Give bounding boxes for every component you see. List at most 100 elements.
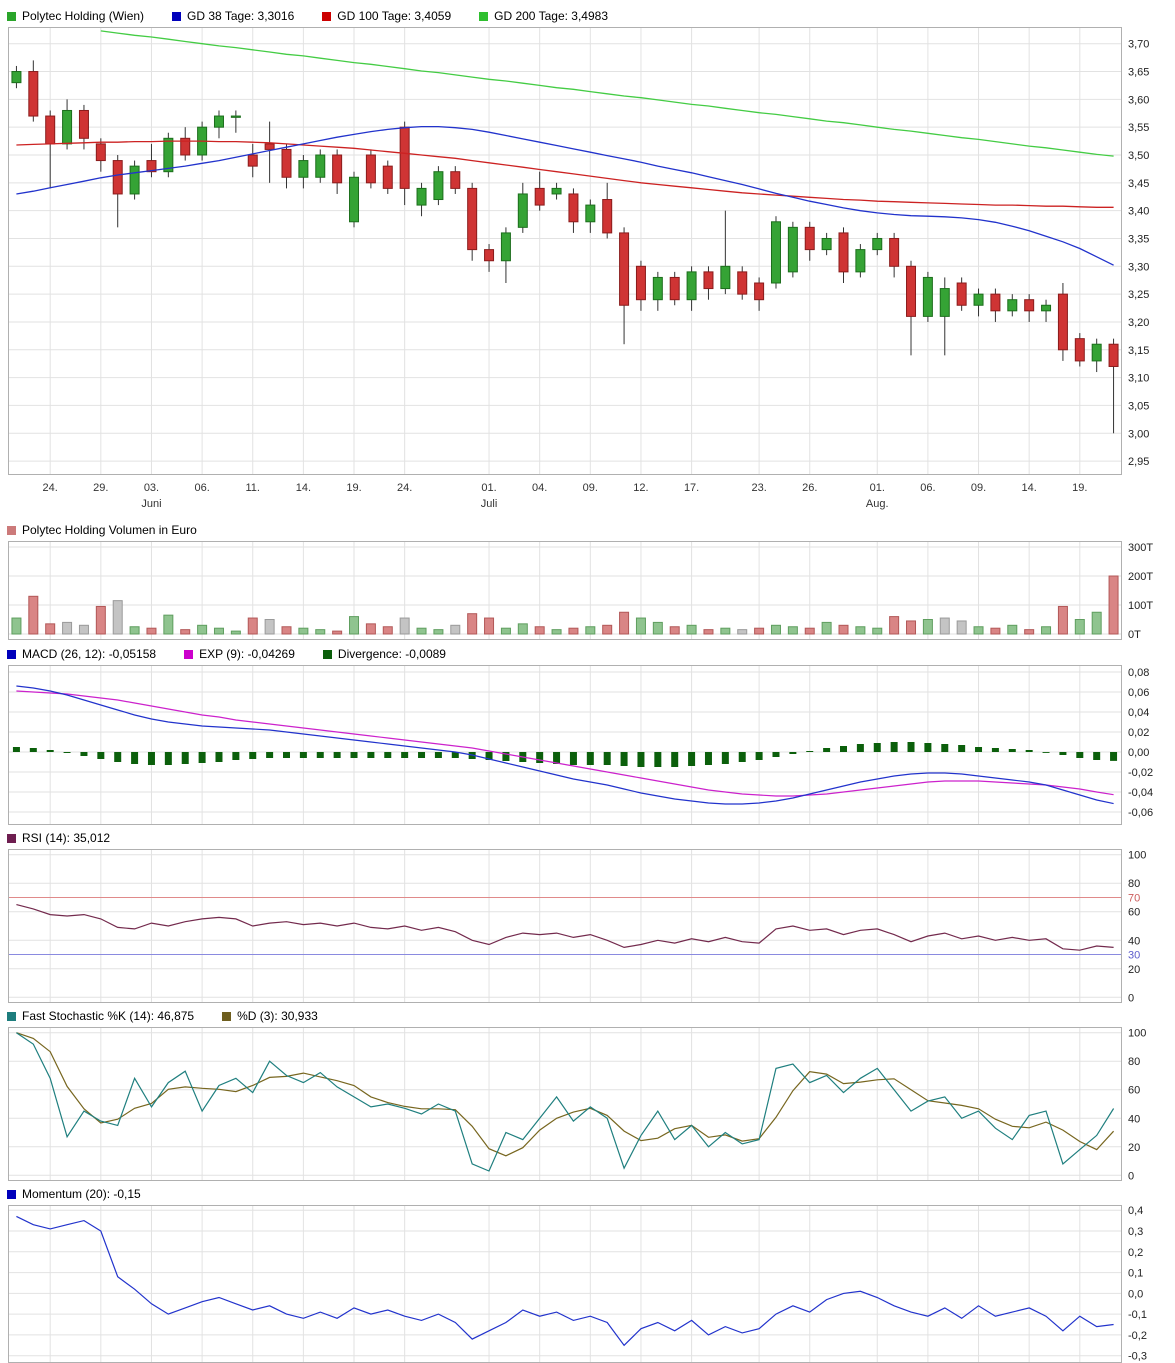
svg-text:0T: 0T <box>1128 629 1141 641</box>
legend-swatch-icon <box>7 833 16 843</box>
legend-item: Polytec Holding (Wien) <box>7 9 144 23</box>
svg-text:200T: 200T <box>1128 571 1153 583</box>
svg-text:06.: 06. <box>920 482 935 494</box>
price-legend: Polytec Holding (Wien) GD 38 Tage: 3,3016… <box>0 8 1175 24</box>
svg-text:3,60: 3,60 <box>1128 94 1149 106</box>
legend-item: Polytec Holding Volumen in Euro <box>7 523 197 537</box>
legend-item: RSI (14): 35,012 <box>7 831 110 845</box>
svg-text:3,15: 3,15 <box>1128 345 1149 357</box>
svg-text:17.: 17. <box>684 482 699 494</box>
svg-text:Aug.: Aug. <box>866 498 889 510</box>
legend-label: Divergence: -0,0089 <box>337 647 446 661</box>
stochastic-panel-chart: 100 80 60 40 20 0 <box>8 1027 1146 1181</box>
svg-text:-0,1: -0,1 <box>1128 1309 1147 1321</box>
legend-item: %D (3): 30,933 <box>222 1009 318 1023</box>
legend-label: Momentum (20): -0,15 <box>22 1187 141 1201</box>
svg-text:Juni: Juni <box>141 498 161 510</box>
svg-text:0,3: 0,3 <box>1128 1226 1143 1238</box>
legend-swatch-icon <box>479 11 489 21</box>
legend-label: GD 200 Tage: 3,4983 <box>494 9 608 23</box>
legend-swatch-icon <box>322 649 332 659</box>
svg-text:100: 100 <box>1128 1028 1146 1040</box>
legend-swatch-icon <box>7 11 16 21</box>
svg-text:0,1: 0,1 <box>1128 1268 1143 1280</box>
macd-panel-chart: 0,08 0,06 0,04 0,02 0,00 -0,02 -0,04 -0,06 <box>8 665 1153 825</box>
svg-text:3,20: 3,20 <box>1128 317 1149 329</box>
legend-label: Polytec Holding (Wien) <box>22 9 145 23</box>
svg-text:12.: 12. <box>633 482 648 494</box>
svg-text:0: 0 <box>1128 1170 1134 1181</box>
svg-text:-0,06: -0,06 <box>1128 807 1153 819</box>
legend-swatch-icon <box>7 1011 16 1021</box>
volume-panel-chart: 300T 200T 100T 0T <box>8 541 1153 641</box>
legend-item: GD 100 Tage: 3,4059 <box>322 9 451 23</box>
legend-swatch-icon <box>7 649 16 659</box>
svg-text:23.: 23. <box>751 482 766 494</box>
legend-item: GD 38 Tage: 3,3016 <box>172 9 294 23</box>
svg-text:24.: 24. <box>43 482 58 494</box>
svg-text:-0,02: -0,02 <box>1128 767 1153 779</box>
svg-text:3,25: 3,25 <box>1128 289 1149 301</box>
rsi-legend: RSI (14): 35,012 <box>0 830 1175 846</box>
svg-text:3,05: 3,05 <box>1128 400 1149 412</box>
legend-swatch-icon <box>322 11 332 21</box>
stochastic-legend: Fast Stochastic %K (14): 46,875 %D (3): 3… <box>0 1008 1175 1024</box>
svg-text:09.: 09. <box>583 482 598 494</box>
price-panel-chart: 3,70 3,65 3,60 3,55 3,50 3,45 3,40 3,35 3,30 3,25… <box>8 27 1149 510</box>
svg-text:0,08: 0,08 <box>1128 667 1149 679</box>
volume-legend: Polytec Holding Volumen in Euro <box>0 522 1175 538</box>
svg-text:0,0: 0,0 <box>1128 1288 1143 1300</box>
svg-text:19.: 19. <box>346 482 361 494</box>
svg-text:04.: 04. <box>532 482 547 494</box>
svg-text:80: 80 <box>1128 878 1140 890</box>
legend-label: MACD (26, 12): -0,05158 <box>22 647 157 661</box>
svg-text:0,00: 0,00 <box>1128 747 1149 759</box>
svg-text:0,2: 0,2 <box>1128 1247 1143 1259</box>
svg-text:40: 40 <box>1128 1113 1140 1125</box>
svg-text:60: 60 <box>1128 1085 1140 1097</box>
svg-text:Juli: Juli <box>481 498 498 510</box>
svg-text:2,95: 2,95 <box>1128 456 1149 468</box>
svg-text:0,06: 0,06 <box>1128 687 1149 699</box>
svg-text:3,10: 3,10 <box>1128 373 1149 385</box>
svg-text:3,65: 3,65 <box>1128 67 1149 79</box>
legend-swatch-icon <box>172 11 182 21</box>
svg-text:300T: 300T <box>1128 542 1153 554</box>
momentum-legend: Momentum (20): -0,15 <box>0 1186 1175 1202</box>
svg-text:3,00: 3,00 <box>1128 428 1149 440</box>
legend-label: RSI (14): 35,012 <box>22 831 111 845</box>
svg-text:14.: 14. <box>296 482 311 494</box>
svg-text:03.: 03. <box>144 482 159 494</box>
rsi-panel-chart: 100 80 60 40 20 0 70 30 <box>8 849 1146 1003</box>
svg-text:20: 20 <box>1128 964 1140 976</box>
svg-text:0,4: 0,4 <box>1128 1205 1143 1217</box>
macd-legend: MACD (26, 12): -0,05158 EXP (9): -0,04269… <box>0 646 1175 662</box>
legend-label: Fast Stochastic %K (14): 46,875 <box>22 1009 195 1023</box>
svg-text:3,30: 3,30 <box>1128 261 1149 273</box>
svg-text:01.: 01. <box>481 482 496 494</box>
legend-swatch-icon <box>222 1011 232 1021</box>
svg-text:3,40: 3,40 <box>1128 206 1149 218</box>
legend-item: EXP (9): -0,04269 <box>184 647 295 661</box>
svg-text:29.: 29. <box>93 482 108 494</box>
legend-label: GD 38 Tage: 3,3016 <box>187 9 295 23</box>
svg-text:100T: 100T <box>1128 600 1153 612</box>
svg-text:-0,3: -0,3 <box>1128 1351 1147 1363</box>
legend-label: %D (3): 30,933 <box>237 1009 318 1023</box>
svg-text:-0,04: -0,04 <box>1128 787 1153 799</box>
svg-text:24.: 24. <box>397 482 412 494</box>
svg-text:11.: 11. <box>246 482 260 494</box>
svg-text:14.: 14. <box>1022 482 1037 494</box>
svg-text:06.: 06. <box>194 482 209 494</box>
svg-text:3,55: 3,55 <box>1128 122 1149 134</box>
svg-text:-0,2: -0,2 <box>1128 1330 1147 1342</box>
svg-text:60: 60 <box>1128 907 1140 919</box>
svg-text:01.: 01. <box>870 482 885 494</box>
legend-item: MACD (26, 12): -0,05158 <box>7 647 156 661</box>
legend-swatch-icon <box>7 525 16 535</box>
svg-text:40: 40 <box>1128 935 1140 947</box>
svg-text:0,04: 0,04 <box>1128 707 1149 719</box>
svg-text:19.: 19. <box>1072 482 1087 494</box>
svg-text:20: 20 <box>1128 1142 1140 1154</box>
legend-label: GD 100 Tage: 3,4059 <box>337 9 452 23</box>
